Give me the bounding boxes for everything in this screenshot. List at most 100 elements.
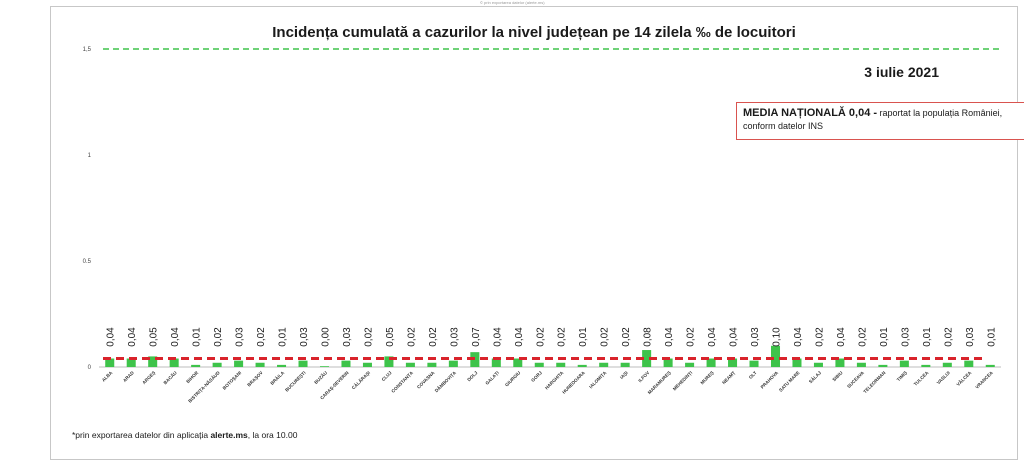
data-label: 0,04	[514, 327, 525, 347]
data-label: 0,00	[321, 327, 332, 347]
x-tick-label: DÂMBOVIȚA	[433, 369, 457, 393]
x-tick-label: BACĂU	[162, 369, 178, 385]
x-tick-label: TELEORMAN	[862, 370, 887, 395]
data-label: 0,04	[836, 327, 847, 347]
bar	[534, 362, 544, 367]
x-tick-label: SĂLAJ	[807, 369, 822, 384]
data-label: 0,04	[793, 327, 804, 347]
bar	[685, 362, 695, 367]
data-label: 0,03	[750, 327, 761, 347]
bar	[556, 362, 566, 367]
national-average-legend: MEDIA NAȚIONALĂ 0,04 - raportat la popul…	[736, 102, 1024, 140]
x-tick-label: BUCUREȘTI	[284, 370, 307, 393]
bar	[813, 362, 823, 367]
data-label: 0,05	[385, 327, 396, 347]
data-label: 0,08	[643, 327, 654, 347]
y-tick-label: 1,5	[83, 47, 92, 53]
bars-group	[105, 345, 995, 367]
data-label: 0,01	[278, 327, 289, 347]
bar	[427, 362, 437, 367]
data-label: 0,03	[342, 327, 353, 347]
x-tick-label: OLT	[748, 370, 758, 380]
data-label: 0,02	[363, 327, 374, 347]
data-labels-group: 0,04 0,04 0,05 0,04 0,01 0,02 0,03 0,02 0,01 0,03…	[106, 327, 998, 347]
data-label: 0,01	[922, 327, 933, 347]
x-tick-label: HUNEDOARA	[561, 370, 586, 395]
reference-lines-group	[103, 48, 1001, 361]
data-label: 0,01	[879, 327, 890, 347]
data-label: 0,02	[406, 327, 417, 347]
data-label: 0,04	[729, 327, 740, 347]
chart-title: Incidența cumulată a cazurilor la nivel …	[272, 24, 795, 41]
x-tick-label: NEAMȚ	[721, 370, 736, 385]
top-note: © prin exportarea datelor (alerte.ms)	[480, 0, 545, 5]
x-tick-label: VÂLCEA	[955, 369, 973, 387]
data-label: 0,02	[857, 327, 868, 347]
legend-text-line1: raportat la populația României,	[877, 108, 1003, 118]
bar	[405, 362, 415, 367]
x-tick-label: MARAMUREȘ	[647, 370, 673, 396]
data-label: 0,02	[686, 327, 697, 347]
footnote-part2: , la ora 10.00	[247, 430, 298, 440]
bar	[577, 364, 587, 367]
data-label: 0,04	[707, 327, 718, 347]
x-tick-label: MUREȘ	[700, 370, 716, 386]
data-label: 0,04	[664, 327, 675, 347]
data-label: 0,07	[471, 327, 482, 347]
data-label: 0,01	[986, 327, 997, 347]
bar	[964, 360, 974, 367]
data-label: 0,03	[449, 327, 460, 347]
bar	[706, 358, 716, 367]
bar	[191, 364, 201, 367]
x-tick-label: BRAȘOV	[246, 370, 265, 389]
bar	[942, 362, 952, 367]
bar	[255, 362, 265, 367]
bar	[319, 366, 330, 367]
x-tick-label: ARGEȘ	[141, 370, 157, 386]
x-tick-label: BUZĂU	[313, 369, 329, 385]
bar	[770, 345, 781, 367]
x-tick-label: PRAHOVA	[760, 370, 780, 390]
x-tick-label: CLUJ	[381, 370, 393, 382]
bar	[792, 358, 802, 367]
data-label: 0,02	[814, 327, 825, 347]
data-label: 0,02	[428, 327, 439, 347]
data-label: 0,01	[192, 327, 203, 347]
bar	[126, 358, 136, 367]
x-tick-label: SIBIU	[831, 370, 844, 383]
data-label: 0,02	[213, 327, 224, 347]
bar	[448, 360, 458, 367]
x-tick-label: ARAD	[122, 370, 135, 383]
data-label: 0,02	[943, 327, 954, 347]
bar	[105, 358, 115, 367]
footnote: *prin exportarea datelor din aplicația a…	[72, 430, 297, 440]
x-tick-label: TIMIȘ	[896, 370, 909, 383]
chart-date: 3 iulie 2021	[864, 64, 939, 80]
x-tick-label: SUCEAVA	[846, 370, 865, 389]
bar	[148, 356, 158, 367]
legend-text-line2: conform datelor INS	[743, 121, 824, 131]
x-tick-label: BRĂILA	[269, 369, 286, 386]
bar	[878, 364, 888, 367]
y-tick-label: 0.5	[83, 259, 92, 265]
x-tick-label: SATU MARE	[778, 370, 801, 393]
x-tick-label: GIURGIU	[504, 370, 522, 388]
x-tick-label: CONSTANȚA	[390, 370, 414, 394]
data-label: 0,02	[600, 327, 611, 347]
chart-frame: Incidența cumulată a cazurilor la nivel …	[50, 6, 1024, 460]
x-tick-label: BOTOȘANI	[222, 370, 243, 391]
bar	[298, 360, 308, 367]
bar	[835, 358, 845, 367]
data-label: 0,04	[127, 327, 138, 347]
bar	[491, 358, 501, 367]
bar	[341, 360, 351, 367]
x-tick-label: HARGHITA	[544, 370, 565, 391]
x-tick-label: BIHOR	[185, 370, 199, 384]
bar	[277, 364, 287, 367]
bar	[749, 360, 759, 367]
data-label: 0,05	[149, 327, 160, 347]
legend-title: MEDIA NAȚIONALĂ 0,04 -	[743, 107, 878, 119]
x-tick-label: CĂLĂRAȘI	[350, 369, 372, 391]
x-tick-label: VRANCEA	[974, 370, 994, 390]
